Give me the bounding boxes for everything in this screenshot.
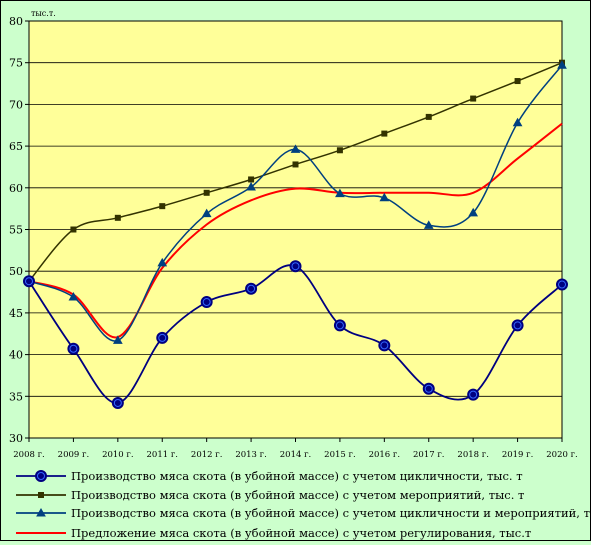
x-tick-label-2: 2010 г.	[102, 450, 134, 460]
y-tick-label-65: 65	[9, 140, 23, 153]
legend-item-2: Производство мяса скота (в убойной массе…	[16, 506, 591, 520]
x-tick-label-5: 2013 г.	[235, 450, 267, 460]
series-1-point-6	[292, 161, 299, 168]
legend-label-2: Производство мяса скота (в убойной массе…	[71, 506, 591, 520]
series-1	[26, 59, 565, 285]
y-tick-label-50: 50	[9, 265, 23, 278]
series-2-point-6	[290, 144, 301, 153]
legend-label-3: Предложение мяса скота (в убойной массе)…	[71, 526, 531, 540]
legend: Производство мяса скота (в убойной массе…	[16, 469, 591, 540]
series-2-point-1	[68, 292, 79, 301]
series-lines	[23, 59, 568, 409]
y-tick-label-55: 55	[9, 224, 23, 237]
series-2-point-3	[157, 257, 168, 267]
x-tick-label-11: 2019 г.	[502, 450, 534, 460]
series-0-point-8-ring	[380, 341, 389, 350]
series-0-point-11-ring	[513, 321, 522, 330]
series-2-point-8	[379, 192, 390, 202]
series-0-point-4-ring	[202, 298, 211, 307]
y-tick-label-40: 40	[9, 349, 23, 362]
x-tick-label-7: 2015 г.	[324, 450, 356, 460]
x-tick-label-4: 2012 г.	[191, 450, 223, 460]
x-tick-label-9: 2017 г.	[413, 450, 445, 460]
x-tick-label-3: 2011 г.	[147, 450, 179, 460]
series-1-point-1	[70, 226, 77, 233]
y-tick-label-45: 45	[9, 307, 23, 320]
series-0-point-9-ring	[424, 384, 433, 393]
x-axis-ticks: 2008 г. 2009 г. 2010 г. 2011 г. 2012 г. 2013 …	[13, 438, 578, 460]
series-2-point-12	[557, 60, 567, 69]
series-1-point-10	[470, 95, 477, 102]
series-2-point-9	[423, 220, 434, 229]
legend-item-1: Производство мяса скота (в убойной массе…	[16, 488, 524, 502]
x-tick-label-10: 2018 г.	[457, 450, 489, 460]
y-tick-label-80: 80	[9, 15, 23, 28]
series-0-point-10-ring	[469, 390, 478, 399]
legend-item-3: Предложение мяса скота (в убойной массе)…	[16, 526, 531, 540]
series-2	[24, 60, 567, 344]
legend-label-1: Производство мяса скота (в убойной массе…	[71, 488, 524, 502]
y-tick-label-30: 30	[9, 432, 23, 445]
x-tick-label-12: 2020 г.	[546, 450, 578, 460]
series-1-point-2	[114, 214, 121, 221]
series-0-point-1-ring	[69, 344, 78, 353]
legend-swatch-marker-2	[36, 507, 46, 517]
series-0-point-12-ring	[558, 280, 566, 289]
series-2-point-4	[201, 208, 212, 218]
y-axis-unit-label: тыс.т.	[31, 9, 56, 18]
legend-swatch-marker-0-ring	[37, 472, 45, 480]
series-1-point-4	[203, 189, 210, 196]
series-0-point-5-ring	[247, 284, 256, 293]
series-2-point-2	[112, 335, 123, 344]
y-tick-label-60: 60	[9, 182, 23, 195]
series-2-point-10	[468, 207, 479, 217]
series-1-point-7	[336, 147, 343, 154]
series-2-point-7	[335, 188, 345, 198]
series-1-point-11	[514, 78, 521, 85]
x-tick-label-8: 2016 г.	[369, 450, 401, 460]
series-0	[23, 260, 568, 409]
series-2-point-5	[246, 181, 256, 191]
series-0-point-3-ring	[158, 333, 167, 342]
legend-item-0: Производство мяса скота (в убойной массе…	[16, 469, 523, 483]
series-0-point-0-ring	[25, 277, 33, 286]
series-1-point-3	[159, 203, 166, 210]
series-0-point-7-ring	[335, 321, 344, 330]
legend-swatch-marker-1	[38, 492, 44, 498]
y-tick-label-70: 70	[9, 98, 23, 111]
series-1-point-8	[381, 130, 388, 137]
x-tick-label-0: 2008 г.	[13, 450, 45, 460]
y-tick-label-35: 35	[9, 390, 23, 403]
series-0-point-2-ring	[113, 398, 122, 407]
y-axis-ticks: 30 35 40 45 50 55 60 65 70 75 80	[9, 15, 29, 445]
x-tick-label-1: 2009 г.	[58, 450, 90, 460]
series-1-point-9	[425, 113, 432, 120]
series-2-point-11	[512, 117, 523, 127]
y-tick-label-75: 75	[9, 57, 23, 70]
legend-label-0: Производство мяса скота (в убойной массе…	[71, 469, 523, 483]
series-0-point-6-ring	[291, 262, 300, 271]
x-tick-label-6: 2014 г.	[280, 450, 312, 460]
